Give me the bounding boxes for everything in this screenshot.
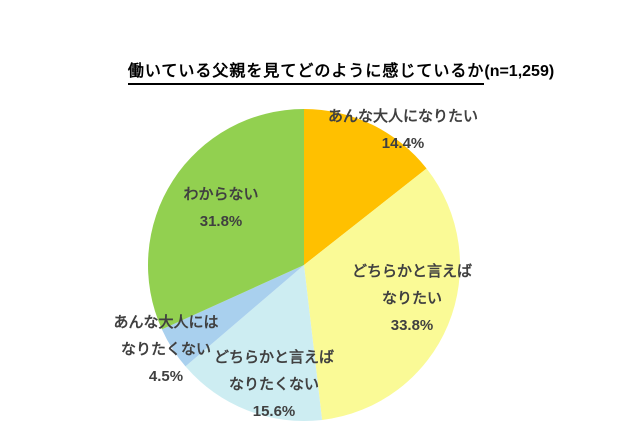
slice-label-rather-want: どちらかと言えば なりたい 33.8% bbox=[352, 258, 472, 339]
slice-label-line: わからない bbox=[183, 186, 259, 203]
slice-label-line: なりたくない bbox=[228, 376, 320, 393]
pie-slice-3 bbox=[161, 265, 304, 367]
slice-percent: 33.8% bbox=[390, 317, 434, 334]
pie-slice-4 bbox=[147, 109, 304, 330]
slice-label-line: なりたくない bbox=[120, 341, 212, 358]
slice-label-rather-not-want: どちらかと言えば なりたくない 15.6% bbox=[214, 344, 334, 425]
chart-title: 働いている父親を見てどのように感じているか(n=1,259) bbox=[41, 57, 640, 85]
chart-title-sample-size: (n=1,259) bbox=[484, 63, 555, 80]
slice-label-line: どちらかと言えば bbox=[213, 349, 335, 366]
slice-label-line: なりたい bbox=[381, 290, 443, 307]
slice-label-line: あんな大人には bbox=[113, 314, 219, 331]
slice-percent: 14.4% bbox=[381, 135, 425, 152]
pie-slice-2 bbox=[185, 265, 323, 422]
slice-percent: 15.6% bbox=[252, 403, 296, 420]
slice-label-line: どちらかと言えば bbox=[351, 263, 473, 280]
slice-label-line: あんな大人になりたい bbox=[327, 108, 479, 125]
pie-slice-0 bbox=[304, 109, 427, 265]
pie-slice-1 bbox=[304, 168, 460, 420]
slice-label-do-not-want: あんな大人には なりたくない 4.5% bbox=[113, 309, 218, 390]
slice-percent: 4.5% bbox=[148, 368, 184, 385]
slice-label-want-to-become: あんな大人になりたい 14.4% bbox=[328, 103, 478, 157]
slice-percent: 31.8% bbox=[199, 213, 243, 230]
chart-title-text: 働いている父親を見てどのように感じているか bbox=[127, 57, 485, 85]
slice-label-dont-know: わからない 31.8% bbox=[183, 181, 258, 235]
